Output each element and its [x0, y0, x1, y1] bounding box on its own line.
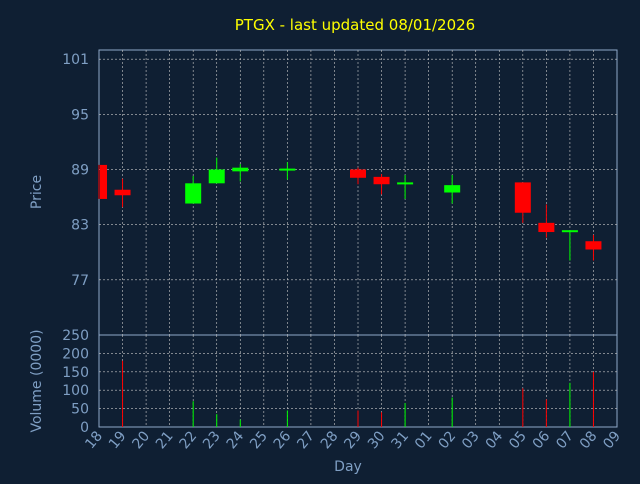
volume-tick-label: 150	[62, 365, 89, 381]
price-tick-label: 77	[71, 273, 89, 289]
candle-body	[279, 168, 296, 171]
volume-tick-label: 100	[62, 383, 89, 399]
candle-body	[208, 169, 225, 184]
candle-body	[397, 182, 414, 185]
day-tick-label: 25	[247, 428, 271, 452]
day-tick-label: 09	[600, 428, 624, 452]
day-tick-label: 02	[436, 428, 460, 452]
volume-tick-label: 250	[62, 328, 89, 344]
day-tick-label: 27	[294, 428, 318, 452]
day-tick-label: 07	[553, 428, 577, 452]
price-axis-label: Price	[29, 175, 45, 209]
candle-body	[538, 222, 555, 233]
volume-tick-label: 200	[62, 346, 89, 362]
candle-body	[350, 169, 366, 178]
volume-axis-label: Volume (0000)	[29, 329, 45, 432]
price-tick-label: 101	[62, 52, 89, 68]
day-tick-label: 01	[412, 428, 436, 452]
day-tick-label: 20	[129, 428, 153, 452]
volume-bars	[122, 360, 594, 427]
day-tick-label: 19	[106, 428, 130, 452]
candle-body	[444, 185, 461, 193]
day-tick-label: 22	[177, 428, 201, 452]
volume-axis-ticks: 250 200 150 100 50 0	[62, 328, 89, 436]
chart-title: PTGX - last updated 08/01/2026	[235, 16, 475, 34]
candlesticks	[98, 157, 602, 261]
day-tick-label: 24	[224, 428, 248, 452]
day-tick-label: 03	[459, 428, 483, 452]
candle-body	[561, 230, 578, 233]
volume-tick-label: 50	[71, 402, 89, 418]
day-tick-label: 28	[318, 428, 342, 452]
day-tick-label: 06	[530, 428, 554, 452]
day-tick-label: 30	[365, 428, 389, 452]
day-axis-ticks: 18 19 20 21 22 23 24 25 26 27 28 29 30 31 01 02 03 04 05 06…	[82, 428, 624, 452]
day-tick-label: 04	[483, 428, 507, 452]
candle-body	[585, 241, 602, 250]
candle-body	[114, 189, 131, 196]
volume-tick-label: 0	[80, 420, 89, 436]
candle-body	[514, 182, 531, 213]
day-tick-label: 26	[271, 428, 295, 452]
price-tick-label: 95	[71, 107, 89, 123]
price-tick-label: 89	[71, 163, 89, 179]
candle-body	[232, 167, 249, 172]
candle-body	[373, 176, 390, 185]
day-tick-label: 31	[388, 428, 412, 452]
candle-body	[185, 183, 202, 204]
day-tick-label: 21	[153, 428, 177, 452]
day-tick-label: 29	[341, 428, 365, 452]
x-axis-label: Day	[334, 459, 362, 475]
price-panel-frame	[98, 49, 618, 336]
day-tick-label: 23	[200, 428, 224, 452]
day-tick-label: 05	[506, 428, 530, 452]
candle-body	[100, 164, 107, 199]
price-tick-label: 83	[71, 218, 89, 234]
day-tick-label: 08	[577, 428, 601, 452]
price-axis-ticks: 101 95 89 83 77	[62, 52, 89, 289]
